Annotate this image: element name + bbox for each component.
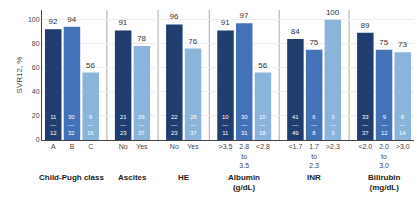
svg-text:Ascites: Ascites <box>118 173 147 182</box>
svg-text:21―23: 21―23 <box>120 114 127 136</box>
svg-text:9―12: 9―12 <box>381 114 388 136</box>
svg-text:Yes: Yes <box>187 143 199 150</box>
svg-text:22―23: 22―23 <box>171 114 178 136</box>
svg-text:B: B <box>70 143 75 150</box>
svg-text:INR: INR <box>307 173 321 182</box>
svg-text:HE: HE <box>178 173 190 182</box>
svg-text:96: 96 <box>170 12 179 21</box>
svg-text:>3.0: >3.0 <box>396 143 410 150</box>
svg-text:<1.7: <1.7 <box>288 143 302 150</box>
svg-text:No: No <box>119 143 128 150</box>
svg-text:10―11: 10―11 <box>222 114 229 136</box>
svg-text:60: 60 <box>32 64 40 71</box>
svg-text:SVR12, %: SVR12, % <box>15 57 24 94</box>
svg-text:3―3: 3―3 <box>330 114 336 136</box>
svg-text:>3.5: >3.5 <box>219 143 233 150</box>
svg-text:75: 75 <box>309 38 318 47</box>
svg-text:11―12: 11―12 <box>50 114 57 136</box>
svg-text:C: C <box>88 143 93 150</box>
svg-text:78: 78 <box>137 34 146 43</box>
svg-text:92: 92 <box>49 17 58 26</box>
svg-text:8―14: 8―14 <box>399 114 406 136</box>
svg-text:75: 75 <box>379 38 388 47</box>
svg-text:89: 89 <box>361 21 370 30</box>
svg-text:33―37: 33―37 <box>362 114 369 136</box>
svg-text:<2.0: <2.0 <box>358 143 372 150</box>
svg-text:A: A <box>51 143 56 150</box>
svg-text:20: 20 <box>32 112 40 119</box>
svg-text:73: 73 <box>398 40 407 49</box>
svg-text:56: 56 <box>86 61 95 70</box>
svg-text:97: 97 <box>240 11 249 20</box>
svg-text:28―37: 28―37 <box>190 114 197 136</box>
svg-text:0: 0 <box>36 136 40 143</box>
svg-text:Child-Pugh class: Child-Pugh class <box>39 173 104 182</box>
svg-text:94: 94 <box>67 15 76 24</box>
svg-text:9―16: 9―16 <box>87 114 94 136</box>
svg-text:>2.3: >2.3 <box>326 143 340 150</box>
svg-text:Albumin(g/dL): Albumin(g/dL) <box>228 173 260 192</box>
svg-text:41―49: 41―49 <box>292 114 299 136</box>
svg-text:30―32: 30―32 <box>68 114 75 136</box>
svg-text:2.0to3.0: 2.0to3.0 <box>379 143 389 168</box>
svg-text:100: 100 <box>28 16 40 23</box>
svg-text:Bilirubin(mg/dL): Bilirubin(mg/dL) <box>368 173 401 192</box>
svg-text:29―37: 29―37 <box>138 114 145 136</box>
svg-text:40: 40 <box>32 88 40 95</box>
svg-text:80: 80 <box>32 40 40 47</box>
svg-text:10―18: 10―18 <box>259 114 266 136</box>
svg-text:No: No <box>170 143 179 150</box>
svg-text:30―31: 30―31 <box>241 114 248 136</box>
svg-text:2.8to3.5: 2.8to3.5 <box>239 143 249 168</box>
svg-text:91: 91 <box>221 18 230 27</box>
svg-text:76: 76 <box>188 37 197 46</box>
svg-text:6―8: 6―8 <box>311 114 317 136</box>
svg-text:91: 91 <box>118 18 127 27</box>
svg-text:<2.8: <2.8 <box>256 143 270 150</box>
svg-text:1.7to2.3: 1.7to2.3 <box>309 143 319 168</box>
svg-text:Yes: Yes <box>136 143 148 150</box>
svg-text:100: 100 <box>326 8 340 17</box>
svg-text:84: 84 <box>291 27 300 36</box>
svg-text:56: 56 <box>258 61 267 70</box>
